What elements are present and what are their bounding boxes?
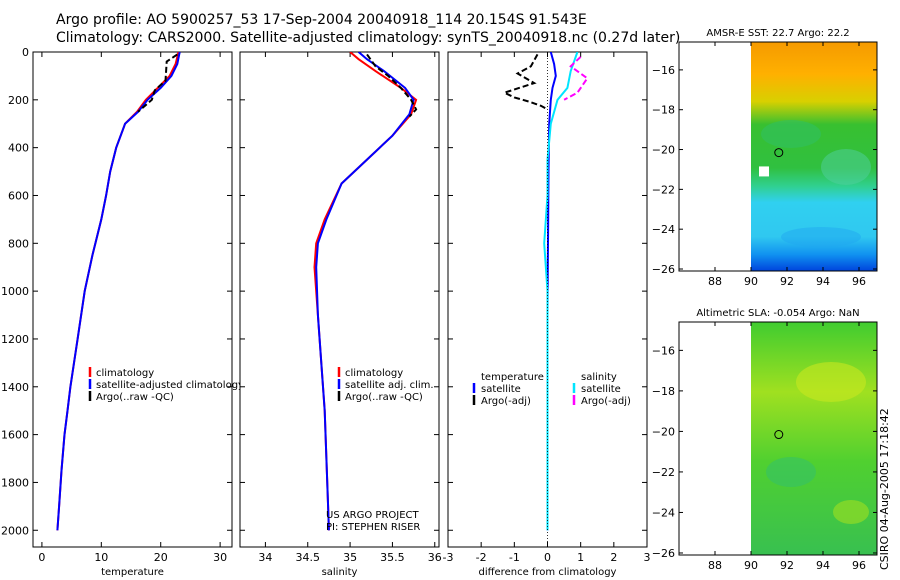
x-tick-label: 94 [816, 275, 830, 288]
x-tick-label: 35 [343, 551, 357, 564]
y-tick-label: −26 [652, 547, 675, 560]
map-title: Altimetric SLA: -0.054 Argo: NaN [696, 308, 859, 319]
x-tick-label: 20 [154, 551, 168, 564]
y-tick-label: −22 [652, 183, 675, 196]
x-tick-label: 36 [428, 551, 442, 564]
y-tick-label: −22 [652, 466, 675, 479]
sla-map-panel: Altimetric SLA: -0.054 Argo: NaN 88 90 92 94… [652, 308, 878, 572]
series-line-argo-raw-qc- [366, 53, 418, 118]
legend-label: Argo(-adj) [481, 396, 531, 407]
x-tick-label: 10 [94, 551, 108, 564]
creation-stamp: CSIRO 04-Aug-2005 17:18:42 [878, 408, 891, 570]
project-annotation: PI: STEPHEN RISER [326, 522, 420, 533]
x-tick-label: 88 [708, 559, 722, 572]
y-tick-label: −24 [652, 506, 675, 519]
y-tick-label: 1800 [1, 476, 29, 489]
x-tick-label: 30 [213, 551, 227, 564]
y-tick-label: −16 [652, 64, 675, 77]
x-tick-label: 34 [258, 551, 272, 564]
field-blob [781, 227, 861, 247]
map-frame [678, 321, 878, 556]
series-group [501, 52, 589, 531]
x-tick-label: 1 [577, 551, 584, 564]
y-tick-label: 1000 [1, 285, 29, 298]
sst-map-panel: AMSR-E SST: 22.7 Argo: 22.2 88 90 92 94 96 −16… [652, 28, 878, 288]
map-title: AMSR-E SST: 22.7 Argo: 22.2 [706, 28, 849, 39]
y-tick-label: 400 [8, 142, 29, 155]
field-blob [796, 362, 866, 402]
x-tick-label: 34.5 [295, 551, 320, 564]
plot-frame [32, 51, 233, 548]
x-tick-label: -3 [443, 551, 454, 564]
x-axis-label: difference from climatology [479, 567, 617, 578]
legend-label: Argo(-adj) [581, 396, 631, 407]
y-tick-label: −18 [652, 385, 675, 398]
y-tick-label: −26 [652, 263, 675, 276]
field-blob [833, 500, 869, 524]
series-group [313, 52, 418, 531]
x-tick-label: 90 [744, 559, 758, 572]
x-tick-label: 2 [610, 551, 617, 564]
difference-panel: -3 -2 -1 0 1 2 3 difference from climatology tem… [443, 51, 651, 578]
field-blob [821, 149, 871, 185]
project-annotation: US ARGO PROJECT [326, 510, 420, 521]
y-tick-label: 800 [8, 237, 29, 250]
field-blob [761, 120, 821, 148]
salinity-panel: 34 34.5 35 35.5 36 salinity climatologysatelli… [239, 51, 442, 578]
y-tick-label: 1200 [1, 333, 29, 346]
series-line-argo-raw-qc- [137, 53, 178, 113]
missing-data-square [759, 166, 769, 177]
figure-title-line2: Climatology: CARS2000. Satellite-adjuste… [56, 30, 681, 46]
legend-label: satellite [481, 384, 521, 395]
legend-label: satellite [581, 384, 621, 395]
legend-title: temperature [481, 372, 544, 383]
x-tick-label: 35.5 [380, 551, 405, 564]
x-tick-label: 96 [852, 559, 866, 572]
figure-title-line1: Argo profile: AO 5900257_53 17-Sep-2004 … [56, 12, 587, 28]
series-line-temperature-argo-adj- [501, 53, 548, 111]
x-axis-label: temperature [101, 567, 164, 578]
y-tick-label: −18 [652, 104, 675, 117]
series-line-salinity-satellite [543, 52, 579, 531]
profile-location-marker [774, 430, 784, 440]
legend-label: Argo(..raw -QC) [96, 392, 174, 403]
series-group [56, 52, 181, 531]
y-tick-label: 200 [8, 94, 29, 107]
x-tick-label: 96 [852, 275, 866, 288]
x-tick-label: 0 [544, 551, 551, 564]
x-tick-label: -2 [476, 551, 487, 564]
x-tick-label: 92 [780, 559, 794, 572]
x-tick-label: -1 [509, 551, 520, 564]
y-tick-label: 1600 [1, 429, 29, 442]
plot-frame [239, 51, 440, 548]
legend-title: salinity [581, 372, 617, 383]
x-tick-label: 94 [816, 559, 830, 572]
y-tick-label: 1400 [1, 381, 29, 394]
legend-label: satellite-adjusted climatology [96, 380, 244, 391]
field-blob [766, 457, 816, 487]
profile-location-marker [774, 148, 784, 158]
x-tick-label: 88 [708, 275, 722, 288]
map-frame [678, 41, 878, 272]
x-tick-label: 90 [744, 275, 758, 288]
legend-label: Argo(..raw -QC) [345, 392, 423, 403]
y-tick-label: −20 [652, 144, 675, 157]
series-line-satellite-adj-clim- [315, 52, 415, 531]
y-tick-label: −16 [652, 344, 675, 357]
y-tick-label: 600 [8, 189, 29, 202]
y-tick-label: 2000 [1, 524, 29, 537]
y-tick-label: 0 [22, 46, 29, 59]
x-tick-label: 92 [780, 275, 794, 288]
y-tick-label: −20 [652, 425, 675, 438]
temperature-panel: 0 10 20 30 0 200 400 600 800 1000 1200 1400 1600 1800… [1, 46, 244, 578]
legend-label: climatology [345, 368, 403, 379]
x-axis-label: salinity [322, 567, 358, 578]
legend-label: climatology [96, 368, 154, 379]
series-line-salinity-argo-adj- [563, 56, 589, 101]
x-tick-label: 3 [644, 551, 651, 564]
legend-label: satellite adj. clim. [345, 380, 434, 391]
y-tick-label: −24 [652, 223, 675, 236]
x-tick-label: 0 [38, 551, 45, 564]
